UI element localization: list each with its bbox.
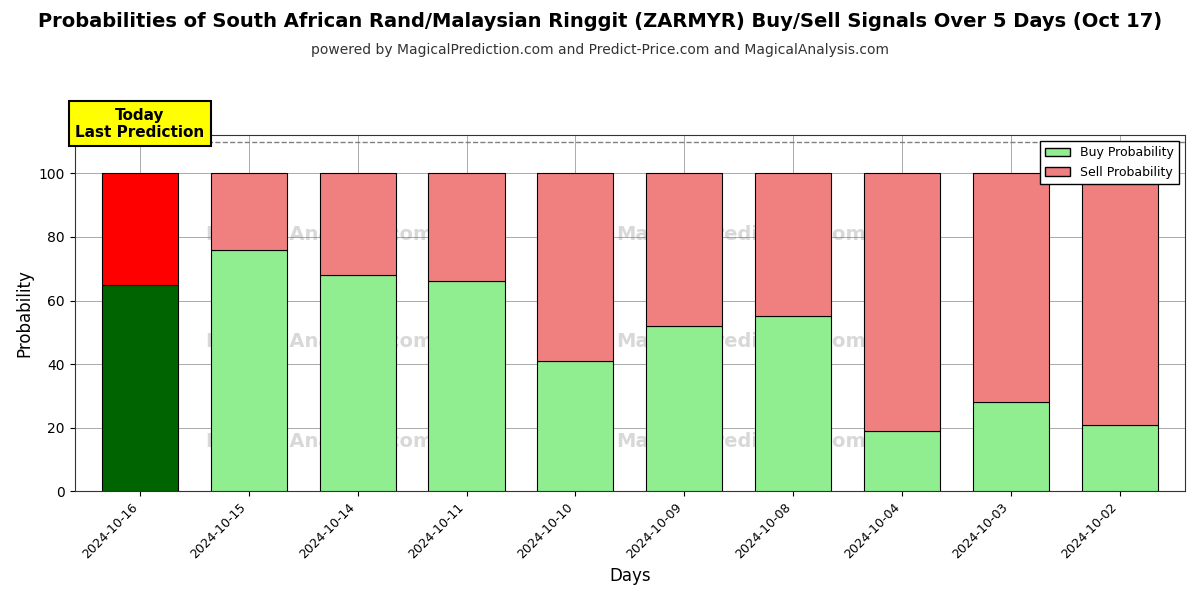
Bar xyxy=(973,402,1049,491)
Text: MagicalPrediction.com: MagicalPrediction.com xyxy=(616,332,865,351)
X-axis label: Days: Days xyxy=(610,567,650,585)
Text: powered by MagicalPrediction.com and Predict-Price.com and MagicalAnalysis.com: powered by MagicalPrediction.com and Pre… xyxy=(311,43,889,57)
Bar xyxy=(1081,173,1158,425)
Bar xyxy=(102,284,178,491)
Bar xyxy=(755,316,832,491)
Text: MagicalAnalysis.com: MagicalAnalysis.com xyxy=(205,226,433,244)
Bar xyxy=(864,173,940,431)
Bar xyxy=(973,173,1049,402)
Legend: Buy Probability, Sell Probability: Buy Probability, Sell Probability xyxy=(1040,142,1178,184)
Bar xyxy=(646,173,722,326)
Bar xyxy=(211,173,287,250)
Bar xyxy=(864,431,940,491)
Text: MagicalPrediction.com: MagicalPrediction.com xyxy=(616,226,865,244)
Bar xyxy=(538,173,613,361)
Bar xyxy=(428,281,505,491)
Text: MagicalAnalysis.com: MagicalAnalysis.com xyxy=(205,432,433,451)
Bar xyxy=(102,173,178,284)
Y-axis label: Probability: Probability xyxy=(16,269,34,357)
Text: MagicalAnalysis.com: MagicalAnalysis.com xyxy=(205,332,433,351)
Bar xyxy=(646,326,722,491)
Bar xyxy=(319,173,396,275)
Bar xyxy=(1081,425,1158,491)
Text: Today
Last Prediction: Today Last Prediction xyxy=(76,107,204,140)
Bar xyxy=(428,173,505,281)
Bar xyxy=(755,173,832,316)
Bar xyxy=(211,250,287,491)
Bar xyxy=(538,361,613,491)
Text: Probabilities of South African Rand/Malaysian Ringgit (ZARMYR) Buy/Sell Signals : Probabilities of South African Rand/Mala… xyxy=(38,12,1162,31)
Bar xyxy=(319,275,396,491)
Text: MagicalPrediction.com: MagicalPrediction.com xyxy=(616,432,865,451)
